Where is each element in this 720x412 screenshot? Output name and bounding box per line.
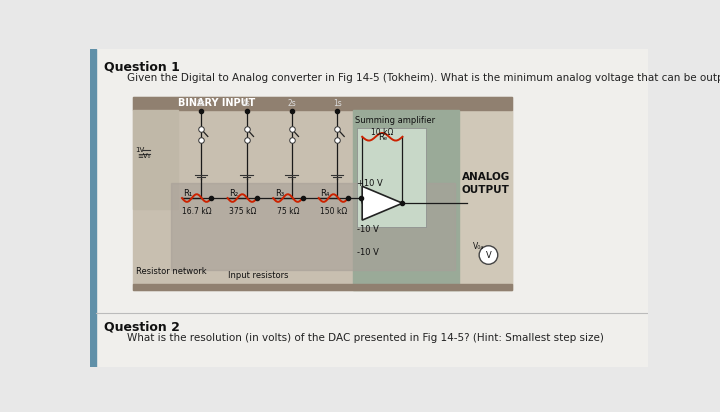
Bar [132,110,178,208]
Bar [132,97,513,110]
Text: Summing amplifier: Summing amplifier [356,116,436,125]
Text: Rₑ: Rₑ [378,133,387,142]
Text: +10 V: +10 V [356,179,382,188]
Text: V₀ₔ: V₀ₔ [473,242,485,251]
Text: -10 V: -10 V [356,248,379,257]
Text: 1V: 1V [135,147,144,153]
Text: Given the Digital to Analog converter in Fig 14-5 (Tokheim). What is the minimum: Given the Digital to Analog converter in… [127,73,720,82]
Bar [353,110,459,290]
Text: V: V [485,250,491,260]
Text: 150 kΩ: 150 kΩ [320,207,347,216]
Text: R₁: R₁ [184,189,193,198]
Text: Input resistors: Input resistors [228,272,288,281]
Polygon shape [362,186,402,220]
Text: R₃: R₃ [275,189,284,198]
Bar [171,183,456,270]
Text: 16.7 kΩ: 16.7 kΩ [182,207,212,216]
Text: R₄: R₄ [320,189,330,198]
Text: R₂: R₂ [229,189,238,198]
Bar [132,283,513,290]
Bar [356,128,426,227]
Text: 75 kΩ: 75 kΩ [276,207,299,216]
Text: What is the resolution (in volts) of the DAC presented in Fig 14-5? (Hint: Small: What is the resolution (in volts) of the… [127,333,604,343]
Circle shape [479,246,498,264]
Bar [132,97,513,290]
Text: Resistor network: Resistor network [137,267,207,276]
Text: Question 1: Question 1 [104,60,180,73]
Text: 8s: 8s [197,99,205,108]
Bar [90,49,96,367]
Text: 2s: 2s [288,99,297,108]
Text: ≡V₀: ≡V₀ [138,153,150,159]
Text: ANALOG
OUTPUT: ANALOG OUTPUT [462,172,510,195]
Text: BINARY INPUT: BINARY INPUT [178,98,255,108]
Text: -10 V: -10 V [356,225,379,234]
Text: 4s: 4s [242,99,251,108]
Text: 10 kΩ: 10 kΩ [371,128,394,137]
Text: Question 2: Question 2 [104,321,180,333]
Bar [459,110,513,290]
Text: 375 kΩ: 375 kΩ [229,207,256,216]
Text: 1s: 1s [333,99,342,108]
